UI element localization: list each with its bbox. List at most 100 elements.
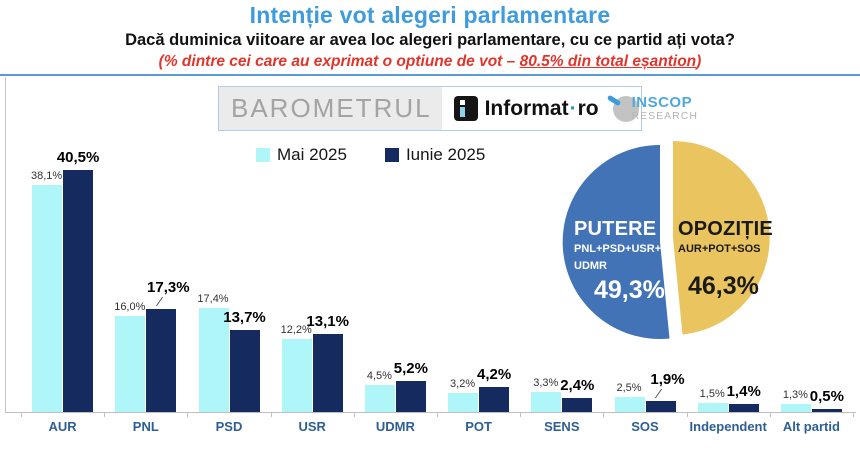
informat-i-dot: [459, 100, 465, 105]
barometrul-logo: BAROMETRUL: [219, 87, 442, 130]
pie-slice-detail: AUR+POT+SOS: [678, 243, 761, 255]
category-label-independent: Independent: [689, 419, 767, 434]
bar-mai-aur: [32, 185, 63, 412]
axis-tick: [187, 412, 189, 417]
magnifier-handle: [606, 94, 621, 106]
value-label-mai: 1,5%: [699, 388, 725, 400]
pie-slice-name: OPOZIȚIE: [678, 218, 773, 240]
value-label-mai: 4,5%: [366, 370, 392, 382]
sample-note: (% dintre cei care au exprimat o optiune…: [0, 53, 860, 71]
value-label-iunie: 13,1%: [306, 313, 349, 330]
category-label-alt-partid: Alt partid: [782, 419, 840, 434]
pie-slice-detail: UDMR: [574, 260, 607, 272]
bar-mai-alt-partid: [780, 404, 811, 412]
bar-mai-udmr: [364, 385, 395, 412]
inscop-name: INSCOP: [631, 94, 693, 112]
category-label-udmr: UDMR: [375, 419, 415, 434]
bar-iunie-pnl: [146, 309, 177, 412]
pie-chart: PUTERE PNL+PSD+USR+ UDMR 49,3% OPOZIȚIE AUR+P…: [558, 133, 780, 348]
category-label-pot: POT: [465, 419, 492, 434]
note-suffix: ): [696, 53, 702, 70]
inscop-logo: INSCOP RESEARCH: [606, 94, 698, 122]
bar-iunie-sens: [562, 398, 593, 412]
legend-item-mai: Mai 2025: [256, 145, 347, 165]
pie-slice-value: 46,3%: [688, 272, 759, 300]
barometrul-label: BAROMETRUL: [231, 93, 432, 123]
bar-mai-pnl: [115, 316, 146, 412]
axis-tick: [270, 412, 272, 417]
value-label-iunie: 40,5%: [56, 149, 100, 166]
value-label-mai: 1,3%: [782, 389, 808, 401]
logo-strip: BAROMETRUL Informat·ro INSCOP RESEARCH: [218, 86, 697, 131]
bar-iunie-usr: [312, 334, 343, 412]
bar-mai-independent: [697, 403, 728, 412]
value-label-mai: 38,1%: [30, 170, 63, 182]
label-callout-line: [654, 388, 663, 399]
category-label-aur: AUR: [48, 419, 77, 434]
legend-label: Mai 2025: [277, 145, 347, 164]
bar-mai-usr: [281, 339, 312, 412]
y-axis-line: [5, 77, 6, 413]
legend: Mai 2025 Iunie 2025: [256, 145, 485, 165]
bar-mai-sos: [614, 397, 645, 412]
informat-name: Informat: [484, 96, 569, 120]
category-label-sos: SOS: [631, 419, 659, 434]
category-label-usr: USR: [298, 419, 326, 434]
value-label-iunie: 17,3%: [147, 279, 190, 296]
value-label-iunie: 0,5%: [809, 388, 844, 405]
pie-text-putere: PUTERE PNL+PSD+USR+ UDMR 49,3%: [574, 219, 670, 303]
value-label-iunie: 1,9%: [650, 371, 685, 388]
divider-line: [0, 74, 860, 76]
pie-slice-value: 49,3%: [594, 276, 665, 304]
value-label-mai: 2,5%: [616, 382, 642, 394]
bar-iunie-sos: [645, 401, 676, 412]
bar-iunie-psd: [229, 330, 260, 412]
informat-label: Informat·ro: [485, 97, 599, 121]
informat-i-stem: [459, 107, 465, 117]
pie-svg: [562, 141, 770, 339]
note-highlight: 80.5% din total eșantion: [519, 53, 697, 70]
value-label-mai: 3,3%: [533, 377, 559, 389]
pie-text-opozitie: OPOZIȚIE AUR+POT+SOS 46,3%: [678, 219, 778, 299]
label-callout-line: [155, 296, 163, 307]
legend-swatch: [384, 148, 399, 162]
axis-tick: [520, 412, 522, 417]
value-label-mai: 16,0%: [114, 301, 146, 313]
inscop-label: INSCOP RESEARCH: [632, 95, 698, 122]
category-label-pnl: PNL: [132, 419, 159, 434]
value-label-iunie: 13,7%: [223, 309, 266, 326]
value-label-iunie: 4,2%: [476, 366, 512, 383]
value-label-mai: 17,4%: [197, 293, 229, 305]
note-prefix: (% dintre cei care au exprimat o optiune…: [158, 53, 520, 70]
axis-tick: [853, 412, 854, 417]
bar-iunie-independent: [728, 404, 759, 412]
legend-item-iunie: Iunie 2025: [384, 145, 486, 165]
value-label-iunie: 5,2%: [393, 360, 428, 377]
axis-tick: [353, 412, 355, 417]
value-label-iunie: 2,4%: [560, 377, 595, 394]
value-label-mai: 12,2%: [280, 324, 312, 336]
axis-tick: [437, 412, 438, 417]
category-label-psd: PSD: [215, 419, 243, 434]
bar-mai-sens: [531, 392, 562, 412]
bar-mai-psd: [198, 308, 229, 412]
pie-slice-name: PUTERE: [574, 218, 657, 240]
subtitle-question: Dacă duminica viitoare ar avea loc alege…: [125, 31, 735, 49]
bar-iunie-udmr: [395, 381, 426, 412]
informat-i-icon: [453, 96, 478, 121]
informat-dot: ·: [569, 96, 577, 120]
axis-tick: [21, 412, 22, 417]
bar-mai-pot: [448, 393, 479, 412]
axis-tick: [603, 412, 605, 417]
inscop-research: RESEARCH: [631, 110, 698, 123]
axis-tick: [104, 412, 106, 417]
x-axis-line: [5, 412, 856, 413]
axis-tick: [686, 412, 688, 417]
pie-slice-opozitie: [673, 141, 770, 335]
informat-tld: ro: [577, 96, 599, 120]
value-label-mai: 3,2%: [450, 378, 476, 390]
pie-slice-putere: [562, 144, 670, 339]
legend-swatch: [256, 148, 270, 162]
legend-label: Iunie 2025: [405, 145, 486, 164]
